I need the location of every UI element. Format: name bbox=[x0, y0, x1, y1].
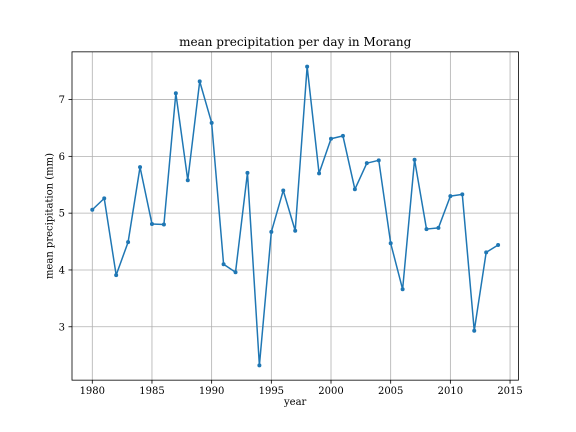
y-tick-label: 7 bbox=[59, 95, 65, 106]
data-point bbox=[281, 188, 285, 192]
data-point bbox=[90, 208, 94, 212]
x-tick-label: 1985 bbox=[139, 386, 164, 397]
data-point bbox=[293, 229, 297, 233]
data-point bbox=[102, 196, 106, 200]
data-point bbox=[365, 161, 369, 165]
data-point bbox=[269, 230, 273, 234]
data-point bbox=[389, 241, 393, 245]
data-point bbox=[150, 222, 154, 226]
data-point bbox=[257, 363, 261, 367]
x-tick-label: 1990 bbox=[199, 386, 224, 397]
data-point bbox=[484, 250, 488, 254]
data-point bbox=[329, 137, 333, 141]
x-tick-label: 1995 bbox=[259, 386, 284, 397]
y-tick-label: 3 bbox=[59, 322, 65, 333]
y-tick-label: 4 bbox=[59, 265, 65, 276]
data-point bbox=[472, 329, 476, 333]
chart-title: mean precipitation per day in Morang bbox=[179, 35, 411, 49]
y-axis-label: mean precipitation (mm) bbox=[45, 153, 56, 279]
data-point bbox=[198, 79, 202, 83]
data-point bbox=[174, 91, 178, 95]
x-tick-label: 2000 bbox=[318, 386, 343, 397]
x-tick-label: 2010 bbox=[438, 386, 463, 397]
data-point bbox=[496, 243, 500, 247]
x-tick-label: 1980 bbox=[80, 386, 105, 397]
data-point bbox=[210, 121, 214, 125]
data-point bbox=[234, 270, 238, 274]
data-point bbox=[436, 226, 440, 230]
x-axis-label: year bbox=[283, 397, 307, 408]
data-point bbox=[245, 171, 249, 175]
data-point bbox=[353, 187, 357, 191]
x-tick-label: 2005 bbox=[378, 386, 403, 397]
data-point bbox=[222, 262, 226, 266]
data-point bbox=[460, 192, 464, 196]
data-point bbox=[162, 223, 166, 227]
data-point bbox=[317, 171, 321, 175]
data-point bbox=[126, 240, 130, 244]
data-point bbox=[305, 65, 309, 69]
data-point bbox=[377, 158, 381, 162]
y-tick-label: 6 bbox=[59, 152, 65, 163]
data-point bbox=[448, 194, 452, 198]
data-point bbox=[186, 178, 190, 182]
data-point bbox=[341, 134, 345, 138]
data-point bbox=[401, 287, 405, 291]
data-point bbox=[138, 165, 142, 169]
x-tick-label: 2015 bbox=[497, 386, 522, 397]
data-point bbox=[424, 227, 428, 231]
y-tick-label: 5 bbox=[59, 209, 65, 220]
data-point bbox=[114, 273, 118, 277]
data-point bbox=[413, 158, 417, 162]
